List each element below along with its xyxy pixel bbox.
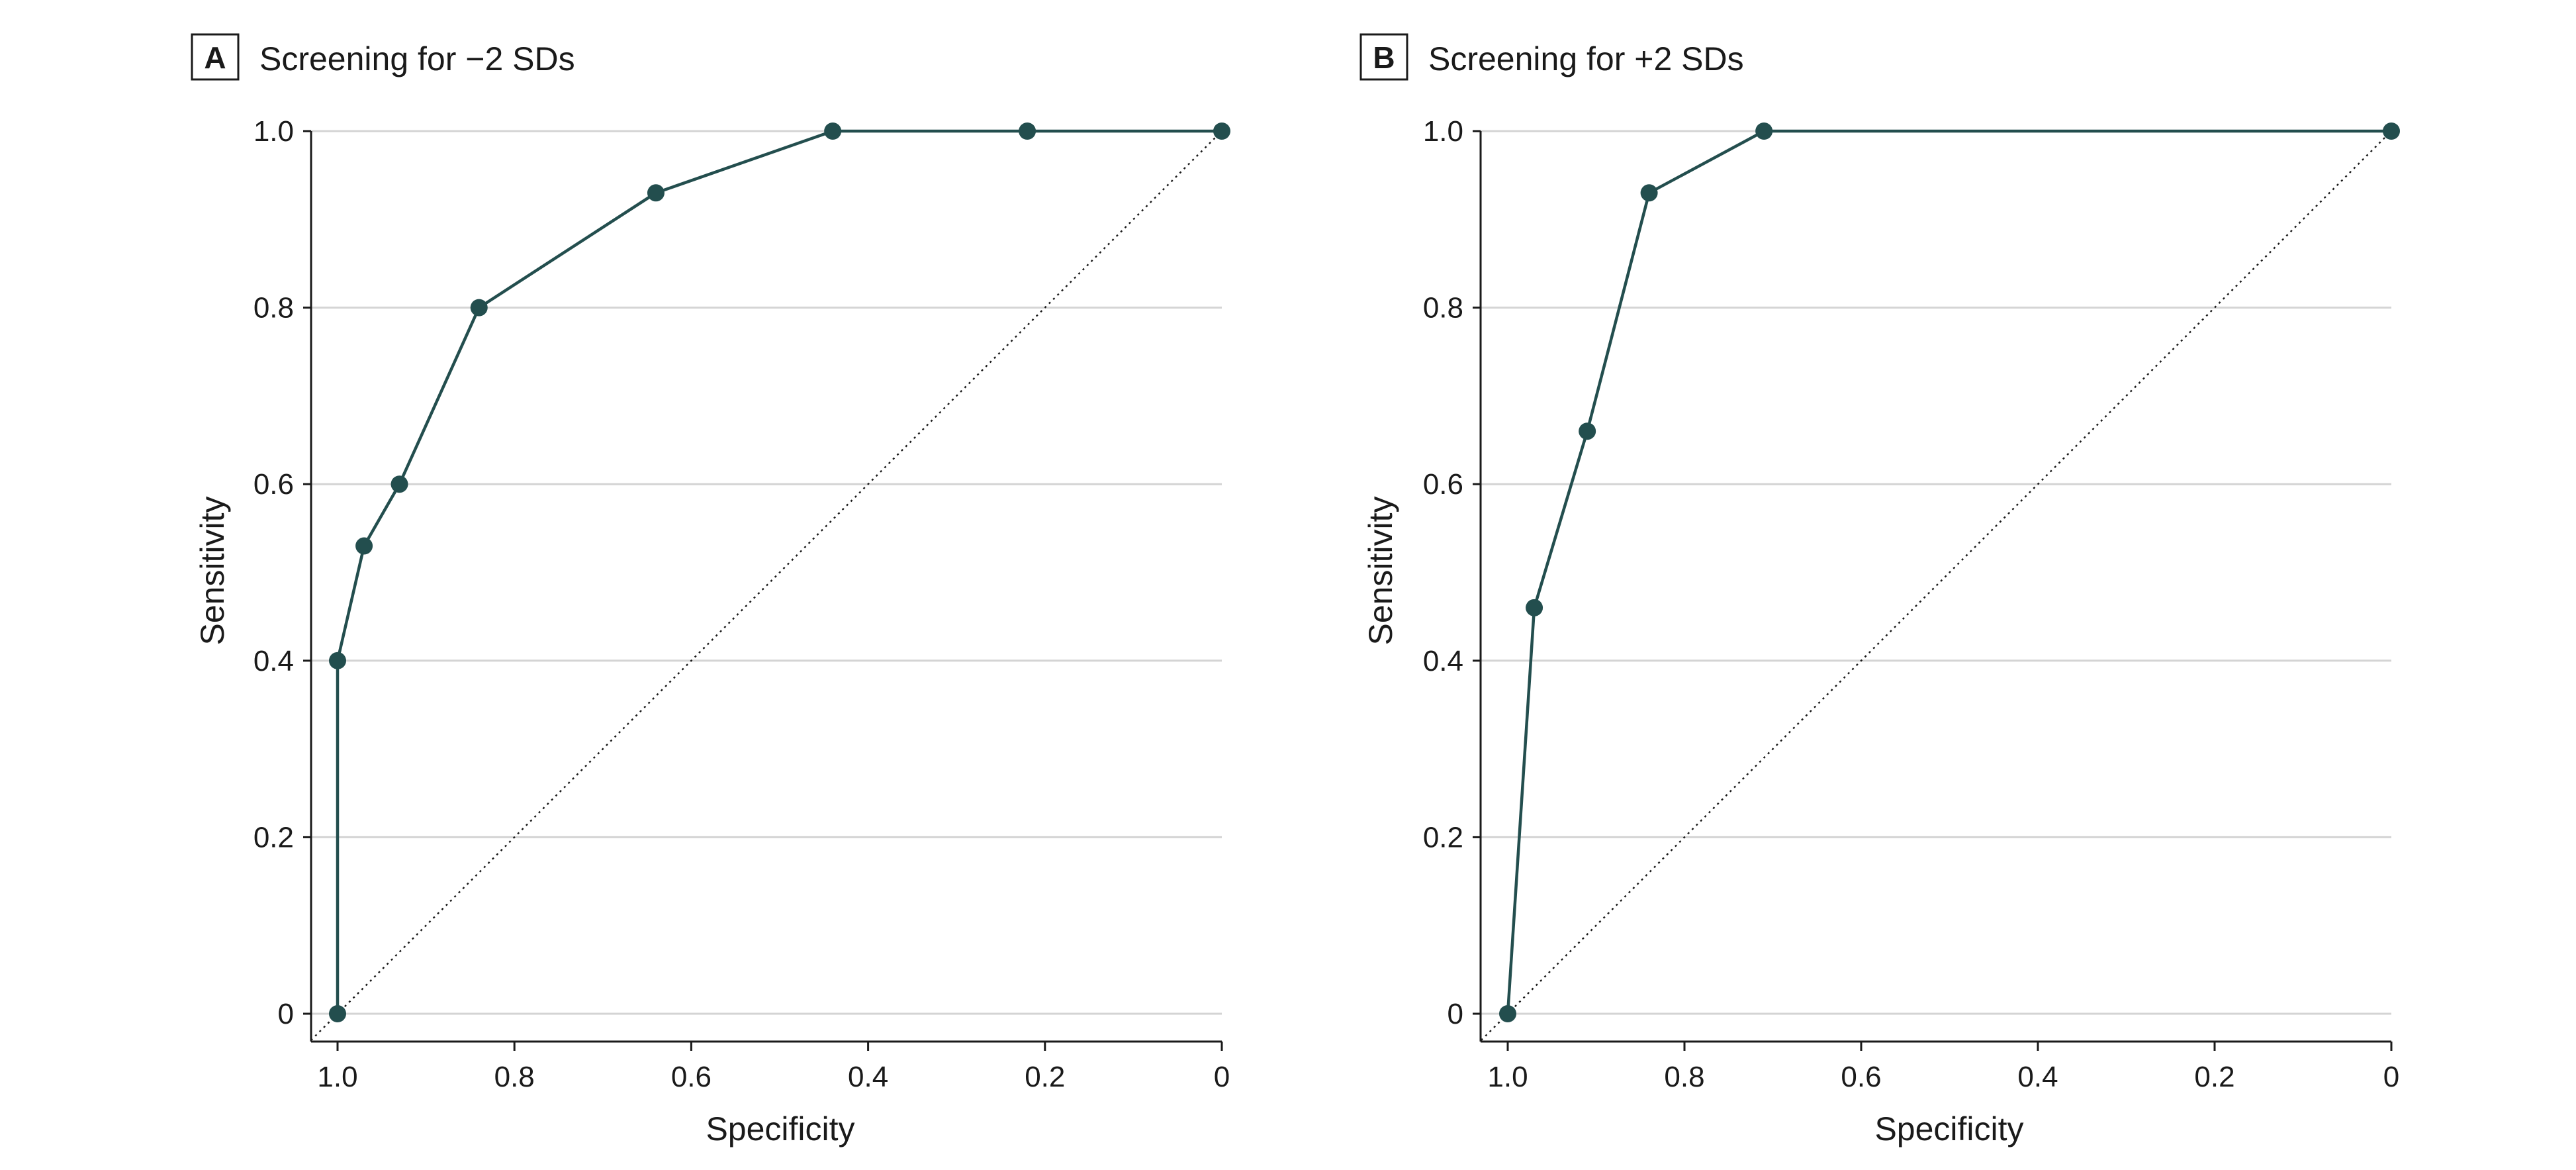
panel-a-x-tick-label: 0 [1214,1061,1230,1093]
panel-a-roc-point [647,184,665,202]
panel-b-roc-line [1506,129,2391,1014]
panel-b-reference-diagonal [1481,130,2392,1041]
panel-b-roc-point [1499,1005,1516,1022]
panel-a-y-tick-label: 0.2 [253,821,294,853]
panel-b-x-tick-label: 0 [2383,1061,2399,1093]
panel-a-y-tick-label: 0.8 [253,292,294,324]
panel-a-x-tick-label: 0.8 [494,1061,535,1093]
panel-a-x-tick-label: 0.2 [1025,1061,1065,1093]
panel-b-y-tick-label: 0.2 [1423,821,1463,853]
panel-b-roc-point [1579,422,1596,440]
panel-b-y-tick-label: 0 [1448,998,1463,1030]
panel-a-y-tick-label: 0.4 [253,645,294,677]
panel-a-y-tick-label: 0.6 [253,468,294,501]
panel-a-x-tick-label: 1.0 [317,1061,357,1093]
panel-b-title: Screening for +2 SDs [1428,40,1744,77]
panel-a-title: Screening for −2 SDs [259,40,575,77]
panel-a-roc-point [329,652,346,669]
panel-a-letter: A [204,40,226,75]
panel-a-x-tick-label: 0.6 [671,1061,712,1093]
panel-a-y-tick-label: 1.0 [253,115,294,148]
panel-a: A Screening for −2 SDs Sensitivity Speci… [191,33,1230,1147]
panel-b-plot: 0 0.2 0.4 0.6 0.8 1.0 1.0 0.8 0.6 0.4 0.2 0 [1423,115,2400,1093]
panel-a-roc-point [355,537,373,555]
panel-a-roc-point [470,299,488,317]
panel-a-plot: 0 0.2 0.4 0.6 0.8 1.0 1.0 0.8 0.6 0.4 0.2 0 [253,115,1230,1093]
panel-b-x-tick-label: 1.0 [1487,1061,1528,1093]
panel-b-x-tick-label: 0.6 [1841,1061,1881,1093]
panel-a-reference-diagonal [310,130,1222,1041]
panel-a-letter-box [191,33,240,81]
panel-a-y-tick-label: 0 [278,998,294,1030]
panel-b-x-tick-label: 0.4 [2017,1061,2058,1093]
panel-a-roc-point [329,1005,346,1022]
panel-b-roc-point [2383,122,2400,140]
panel-b-x-tick-label: 0.8 [1664,1061,1704,1093]
panel-a-roc-point [1019,122,1036,140]
panel-b-y-tick-label: 1.0 [1423,115,1463,148]
panel-b-letter: B [1373,40,1395,75]
panel-b: B Screening for +2 SDs Sensitivity Speci… [1359,33,2400,1147]
panel-a-roc-point [391,475,408,493]
panel-a-y-axis-title: Sensitivity [194,496,231,645]
panel-b-roc-point [1640,184,1658,202]
panel-a-x-axis-title: Specificity [706,1110,854,1147]
panel-b-x-tick-label: 0.2 [2194,1061,2234,1093]
panel-b-roc-point [1755,122,1773,140]
panel-b-letter-box [1359,33,1408,81]
panel-b-y-tick-label: 0.4 [1423,645,1463,677]
panel-b-y-axis-title: Sensitivity [1362,496,1399,645]
panel-a-x-tick-label: 0.4 [848,1061,888,1093]
panel-a-roc-point [824,122,842,140]
panel-b-y-tick-label: 0.6 [1423,468,1463,501]
panel-b-y-tick-label: 0.8 [1423,292,1463,324]
panel-a-roc-point [1213,122,1230,140]
panel-b-x-axis-title: Specificity [1874,1110,2023,1147]
panel-b-roc-point [1526,599,1543,616]
